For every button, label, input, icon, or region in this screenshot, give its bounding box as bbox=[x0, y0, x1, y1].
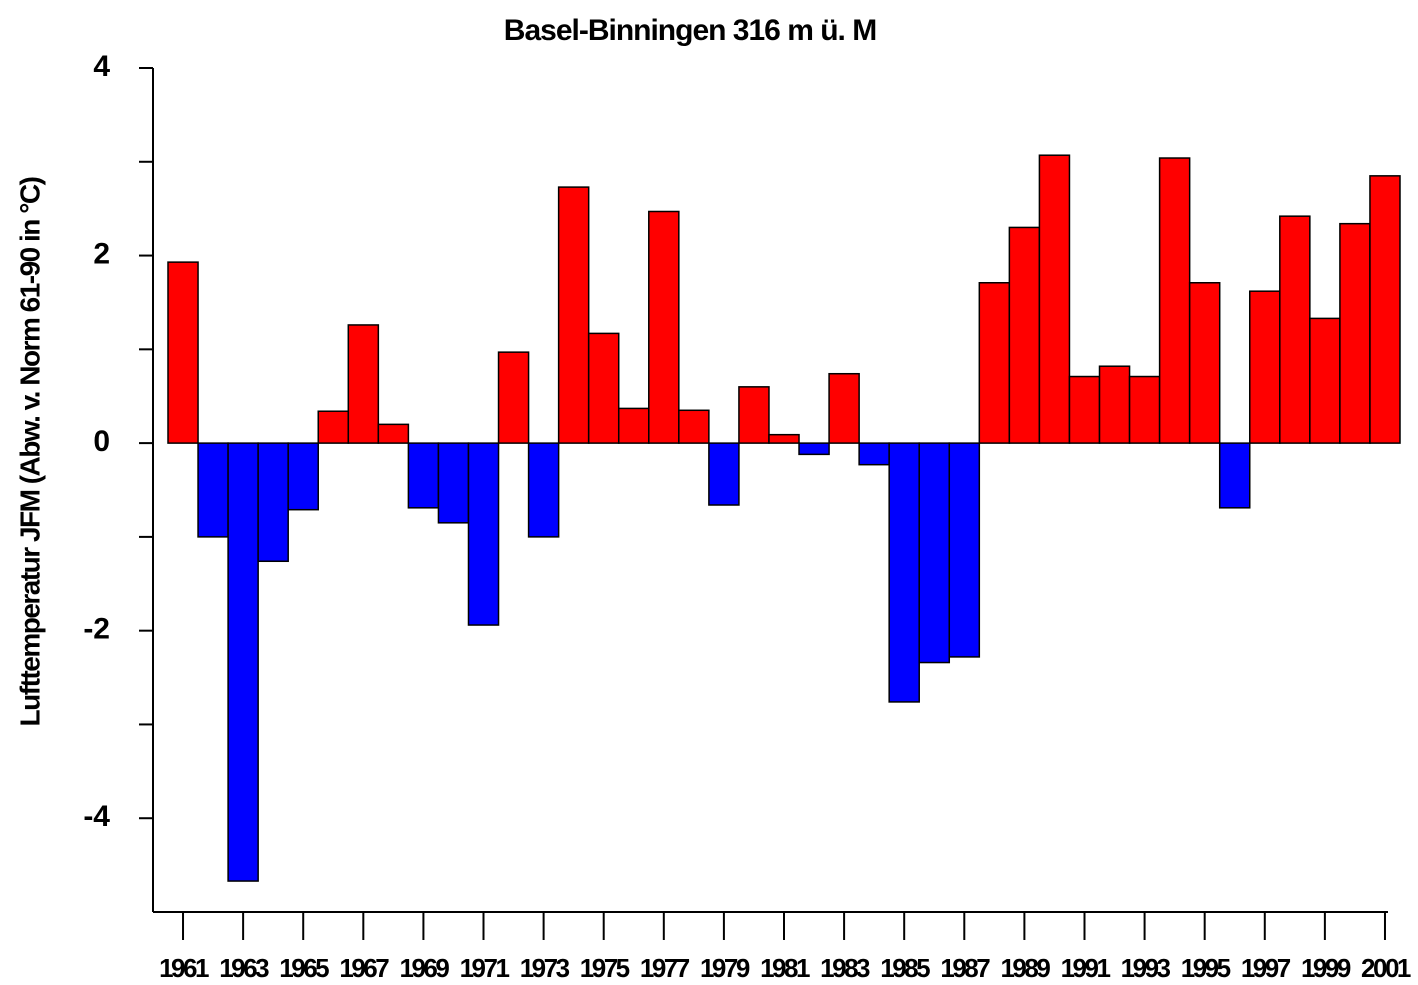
bar bbox=[527, 442, 560, 538]
bar bbox=[678, 409, 710, 444]
x-tick-label: 1995 bbox=[1181, 953, 1231, 983]
x-tick-label: 1969 bbox=[399, 953, 449, 983]
x-tick-label: 1997 bbox=[1241, 953, 1291, 983]
bar bbox=[557, 186, 590, 444]
bar bbox=[1309, 317, 1341, 444]
x-tick-label: 2001 bbox=[1361, 953, 1411, 983]
bar bbox=[1369, 175, 1401, 444]
bar bbox=[167, 261, 199, 444]
bar bbox=[1188, 282, 1221, 444]
bar bbox=[317, 410, 350, 444]
x-tick-label: 1977 bbox=[640, 953, 690, 983]
bar bbox=[738, 386, 770, 444]
bar bbox=[828, 372, 860, 444]
x-tick-label: 1987 bbox=[940, 953, 990, 983]
x-tick-label: 1991 bbox=[1061, 953, 1111, 983]
bar bbox=[1068, 375, 1101, 444]
bar bbox=[227, 442, 259, 882]
x-tick-label: 1965 bbox=[279, 953, 329, 983]
bar bbox=[648, 210, 680, 444]
x-tick-label: 1973 bbox=[520, 953, 570, 983]
y-axis-label: Lufttemperatur JFM (Abw. v. Norm 61-90 i… bbox=[14, 177, 45, 726]
bar bbox=[978, 282, 1011, 444]
x-tick-label: 1975 bbox=[580, 953, 630, 983]
x-tick-label: 1971 bbox=[460, 953, 510, 983]
x-tick-label: 1979 bbox=[700, 953, 750, 983]
x-tick-label: 1983 bbox=[820, 953, 870, 983]
y-tick-label: 4 bbox=[93, 50, 110, 83]
bar bbox=[587, 332, 620, 444]
y-tick-label: 2 bbox=[93, 237, 110, 270]
bar bbox=[1158, 157, 1191, 444]
y-tick-label: -2 bbox=[83, 613, 110, 646]
bar bbox=[918, 442, 951, 664]
bar bbox=[1038, 154, 1071, 444]
bar bbox=[497, 351, 530, 444]
bar bbox=[888, 442, 920, 703]
y-tick-label: 0 bbox=[93, 425, 110, 458]
bar bbox=[1339, 222, 1371, 444]
bar bbox=[287, 442, 319, 511]
x-tick-label: 1967 bbox=[339, 953, 389, 983]
x-tick-label: 1993 bbox=[1121, 953, 1171, 983]
bar bbox=[377, 423, 410, 444]
bar bbox=[858, 442, 890, 466]
bar bbox=[1008, 226, 1041, 444]
bar bbox=[407, 442, 440, 509]
bar bbox=[708, 442, 740, 506]
bar bbox=[1218, 442, 1251, 509]
bar bbox=[437, 442, 470, 524]
bar bbox=[347, 324, 380, 444]
bar bbox=[257, 442, 289, 563]
bar bbox=[197, 442, 229, 538]
bar bbox=[617, 407, 650, 444]
x-tick-label: 1961 bbox=[159, 953, 209, 983]
y-tick-label: -4 bbox=[83, 800, 110, 833]
x-tick-label: 1985 bbox=[880, 953, 930, 983]
bar bbox=[768, 433, 800, 444]
x-tick-label: 1989 bbox=[1000, 953, 1050, 983]
chart-title: Basel-Binningen 316 m ü. M bbox=[504, 14, 876, 47]
x-tick-label: 1963 bbox=[219, 953, 269, 983]
bar bbox=[1249, 290, 1281, 444]
bar bbox=[1279, 215, 1311, 444]
bar bbox=[467, 442, 500, 626]
bar bbox=[1098, 365, 1131, 444]
bar bbox=[948, 442, 981, 658]
x-tick-label: 1981 bbox=[760, 953, 810, 983]
bar bbox=[1128, 375, 1161, 444]
x-tick-label: 1999 bbox=[1301, 953, 1351, 983]
bar bbox=[798, 442, 830, 456]
